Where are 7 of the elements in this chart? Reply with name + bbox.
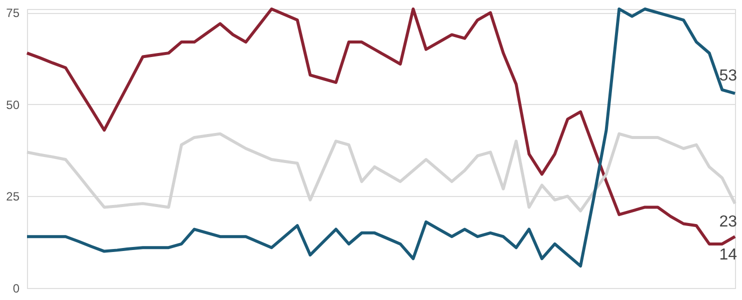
y-tick-label: 0 <box>12 282 20 296</box>
y-tick-label: 25 <box>6 190 20 204</box>
y-tick-label: 75 <box>6 6 20 20</box>
annotation: 53 <box>719 67 738 84</box>
annotation: 23 <box>719 214 738 231</box>
annotation: 14 <box>719 246 738 264</box>
y-tick-label: 50 <box>6 98 20 112</box>
